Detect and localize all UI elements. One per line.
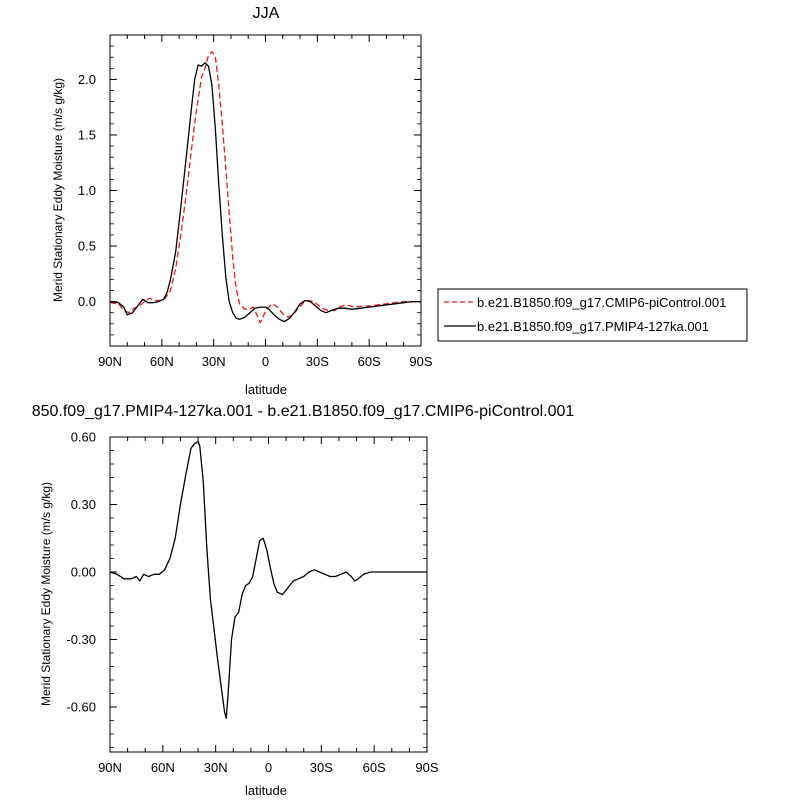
y-tick-label: 0.30 — [71, 497, 96, 512]
top-x-axis-label: latitude — [245, 382, 287, 397]
y-tick-label: 1.5 — [78, 127, 96, 142]
bottom-x-tick-labels: 90N 60N 30N 0 30S 60S 90S — [98, 760, 439, 775]
top-x-tick-labels: 90N 60N 30N 0 30S 60S 90S — [98, 354, 433, 369]
x-tick-label: 90N — [98, 760, 122, 775]
y-tick-label: -0.30 — [66, 632, 96, 647]
bottom-series-lines — [109, 440, 427, 719]
y-tick-label: 0.00 — [71, 565, 96, 580]
x-tick-label: 90S — [415, 760, 438, 775]
y-tick-label: 0.0 — [78, 294, 96, 309]
bottom-y-axis-label: Merid Stationary Eddy Moisture (m/s g/kg… — [39, 482, 53, 706]
bottom-ticks — [109, 436, 428, 752]
x-tick-label: 30S — [310, 760, 333, 775]
y-tick-label: -0.60 — [66, 700, 96, 715]
x-tick-label: 0 — [262, 354, 269, 369]
x-tick-label: 30N — [202, 354, 226, 369]
y-tick-label: 0.60 — [71, 430, 96, 445]
x-tick-label: 30N — [204, 760, 228, 775]
bottom-series-line-0 — [109, 440, 427, 719]
top-chart-title: JJA — [253, 5, 280, 22]
x-tick-label: 90N — [98, 354, 122, 369]
top-series-line-1 — [109, 62, 421, 323]
bottom-chart-title: 850.f09_g17.PMIP4-127ka.001 - b.e21.B185… — [32, 403, 575, 420]
x-tick-label: 60S — [358, 354, 381, 369]
bottom-y-tick-labels: 0.60 0.30 0.00 -0.30 -0.60 — [66, 430, 96, 715]
x-tick-label: 60N — [151, 760, 175, 775]
top-ticks — [109, 34, 422, 347]
top-y-tick-labels: 0.0 0.5 1.0 1.5 2.0 — [78, 72, 96, 309]
x-tick-label: 0 — [265, 760, 272, 775]
bottom-x-axis-label: latitude — [245, 783, 287, 798]
top-panel: JJA 90N 60N 30N 0 30S 60S 90S 0.00.51.01.52.0 … — [51, 5, 748, 397]
top-y-axis-label: Merid Stationary Eddy Moisture (m/s g/kg… — [51, 78, 65, 302]
x-tick-label: 60N — [150, 354, 174, 369]
top-plot-frame — [109, 34, 422, 347]
legend-label-127ka: b.e21.B1850.f09_g17.PMIP4-127ka.001 — [477, 319, 709, 334]
bottom-plot-frame — [109, 436, 428, 753]
y-tick-label: 2.0 — [78, 72, 96, 87]
y-tick-label: 0.5 — [78, 239, 96, 254]
y-tick-label: 1.0 — [78, 183, 96, 198]
legend-box — [437, 288, 748, 342]
top-series-line-0 — [109, 51, 421, 324]
bottom-panel: 850.f09_g17.PMIP4-127ka.001 - b.e21.B185… — [32, 403, 575, 798]
top-series-lines — [109, 51, 421, 324]
legend: b.e21.B1850.f09_g17.CMIP6-piControl.001 … — [437, 288, 748, 342]
x-tick-label: 90S — [409, 354, 432, 369]
x-tick-label: 60S — [363, 760, 386, 775]
legend-label-picontrol: b.e21.B1850.f09_g17.CMIP6-piControl.001 — [477, 295, 726, 310]
x-tick-label: 30S — [306, 354, 329, 369]
